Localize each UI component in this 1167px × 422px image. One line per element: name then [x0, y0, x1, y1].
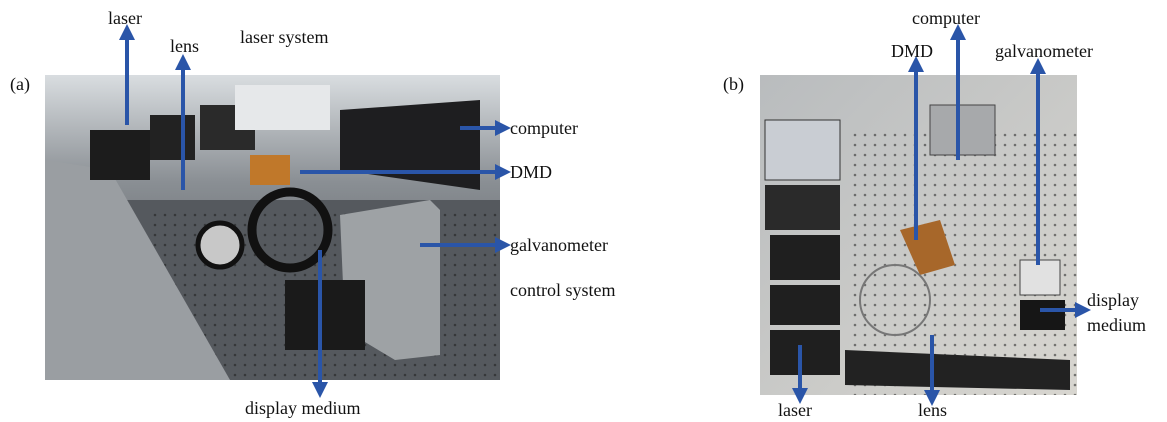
photo-a — [45, 75, 500, 380]
annotation: computer — [912, 8, 980, 28]
annotation: DMD — [891, 41, 933, 61]
annotation: display medium — [245, 398, 361, 418]
panel-label: (b) — [723, 74, 744, 95]
annotation: laser — [778, 400, 812, 420]
panel-label: (a) — [10, 74, 30, 95]
annotation: control system — [510, 280, 616, 300]
annotation: galvanometer — [995, 41, 1093, 61]
annotation: lens — [170, 36, 199, 56]
annotation: galvanometer — [510, 235, 608, 255]
annotation: lens — [918, 400, 947, 420]
annotation: computer — [510, 118, 578, 138]
annotation: laser system — [240, 27, 328, 47]
photo-b — [760, 75, 1077, 395]
annotation: medium — [1087, 315, 1146, 335]
figure: (a) laser lens laser system computer DMD… — [0, 0, 1167, 422]
annotation: DMD — [510, 162, 552, 182]
annotation: display — [1087, 290, 1139, 310]
annotation: laser — [108, 8, 142, 28]
